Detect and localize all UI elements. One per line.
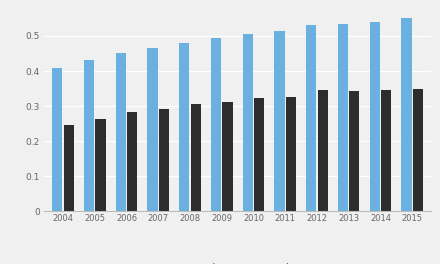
- Bar: [243, 34, 253, 211]
- Bar: [401, 18, 411, 211]
- Bar: [159, 109, 169, 211]
- Legend: PAÍS, II REGIÓN: PAÍS, II REGIÓN: [173, 261, 302, 264]
- Bar: [179, 43, 189, 211]
- Bar: [52, 68, 62, 211]
- Bar: [306, 25, 316, 211]
- Bar: [318, 90, 328, 211]
- Bar: [84, 60, 94, 211]
- Bar: [370, 22, 380, 211]
- Bar: [338, 24, 348, 211]
- Bar: [127, 112, 137, 211]
- Bar: [254, 98, 264, 211]
- Bar: [349, 91, 359, 211]
- Bar: [64, 125, 74, 211]
- Bar: [286, 97, 296, 211]
- Bar: [413, 89, 423, 211]
- Bar: [222, 102, 232, 211]
- Bar: [191, 104, 201, 211]
- Bar: [116, 54, 126, 211]
- Bar: [381, 90, 391, 211]
- Bar: [275, 31, 285, 211]
- Bar: [211, 38, 221, 211]
- Bar: [95, 119, 106, 211]
- Bar: [147, 48, 158, 211]
